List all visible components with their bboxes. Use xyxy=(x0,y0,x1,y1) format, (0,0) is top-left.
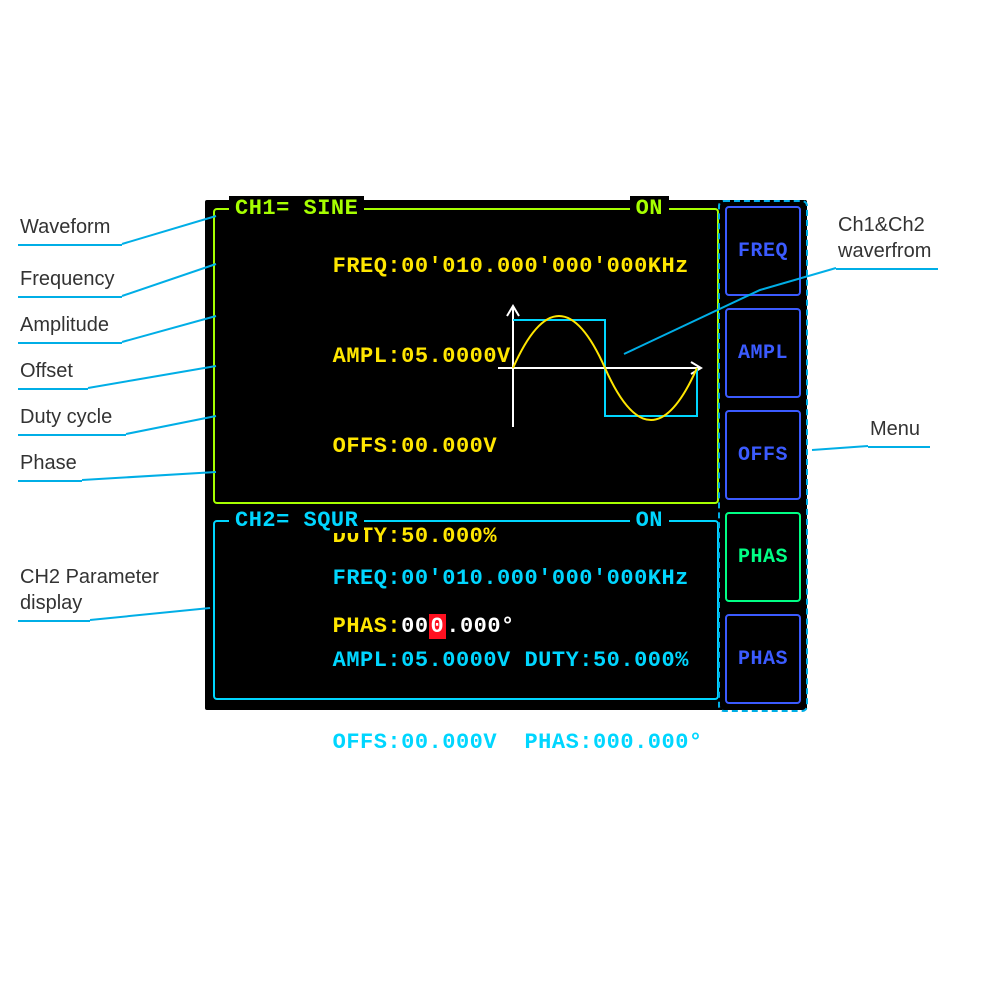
offs-value: 00.000V xyxy=(401,730,497,755)
offs-label: OFFS: xyxy=(333,434,402,459)
label-ch1ch2-1: Ch1&Ch2 xyxy=(838,214,925,237)
ch2-panel: CH2= SQUR ON FREQ:00'010.000'000'000KHz … xyxy=(213,520,719,700)
waveform-preview xyxy=(493,302,707,434)
ampl-value: 05.0000V xyxy=(401,648,511,673)
offs-value: 00.000V xyxy=(401,434,497,459)
freq-value: 00'010.000'000'000KHz xyxy=(401,254,689,279)
lcd-screen: CH1= SINE ON FREQ:00'010.000'000'000KHz … xyxy=(205,200,807,710)
underline xyxy=(18,388,88,390)
offs-label: OFFS: xyxy=(333,730,402,755)
label-offset: Offset xyxy=(20,360,73,383)
menu-offs-button[interactable]: OFFS xyxy=(725,410,801,500)
label-ch1ch2-2: waverfrom xyxy=(838,240,931,263)
underline xyxy=(18,342,122,344)
ch2-ampl-duty-row: AMPL:05.0000V DUTY:50.000% xyxy=(223,628,709,694)
ampl-label: AMPL: xyxy=(333,648,402,673)
label-amplitude: Amplitude xyxy=(20,314,109,337)
freq-label: FREQ: xyxy=(333,566,402,591)
menu-column: FREQ AMPL OFFS PHAS PHAS xyxy=(725,206,801,704)
underline xyxy=(18,620,90,622)
menu-label: PHAS xyxy=(738,546,788,569)
label-frequency: Frequency xyxy=(20,268,115,291)
ch2-status: ON xyxy=(630,508,669,533)
menu-freq-button[interactable]: FREQ xyxy=(725,206,801,296)
underline xyxy=(18,480,82,482)
menu-phas-button[interactable]: PHAS xyxy=(725,614,801,704)
freq-label: FREQ: xyxy=(333,254,402,279)
ampl-label: AMPL: xyxy=(333,344,402,369)
menu-phas-button-active[interactable]: PHAS xyxy=(725,512,801,602)
label-phase: Phase xyxy=(20,452,77,475)
underline xyxy=(868,446,930,448)
menu-label: OFFS xyxy=(738,444,788,467)
menu-label: AMPL xyxy=(738,342,788,365)
duty-value: 50.000% xyxy=(593,648,689,673)
ch2-title: CH2= SQUR xyxy=(229,508,364,533)
underline xyxy=(836,268,938,270)
underline xyxy=(18,244,122,246)
label-menu: Menu xyxy=(870,418,920,441)
underline xyxy=(18,434,126,436)
duty-label: DUTY: xyxy=(524,648,593,673)
underline xyxy=(18,296,122,298)
label-dutycycle: Duty cycle xyxy=(20,406,112,429)
ch2-offs-phas-row: OFFS:00.000V PHAS:000.000° xyxy=(223,710,709,776)
ch1-panel: CH1= SINE ON FREQ:00'010.000'000'000KHz … xyxy=(213,208,719,504)
menu-label: PHAS xyxy=(738,648,788,671)
menu-ampl-button[interactable]: AMPL xyxy=(725,308,801,398)
menu-label: FREQ xyxy=(738,240,788,263)
phas-value: 000.000° xyxy=(593,730,703,755)
label-ch2-param-2: display xyxy=(20,592,82,615)
label-waveform: Waveform xyxy=(20,216,120,239)
freq-value: 00'010.000'000'000KHz xyxy=(401,566,689,591)
ch1-status: ON xyxy=(630,196,669,221)
label-ch2-param-1: CH2 Parameter xyxy=(20,566,159,589)
ch2-freq-row: FREQ:00'010.000'000'000KHz xyxy=(223,546,709,612)
ch1-title: CH1= SINE xyxy=(229,196,364,221)
phas-label: PHAS: xyxy=(524,730,593,755)
ch1-freq-row: FREQ:00'010.000'000'000KHz xyxy=(223,234,709,300)
